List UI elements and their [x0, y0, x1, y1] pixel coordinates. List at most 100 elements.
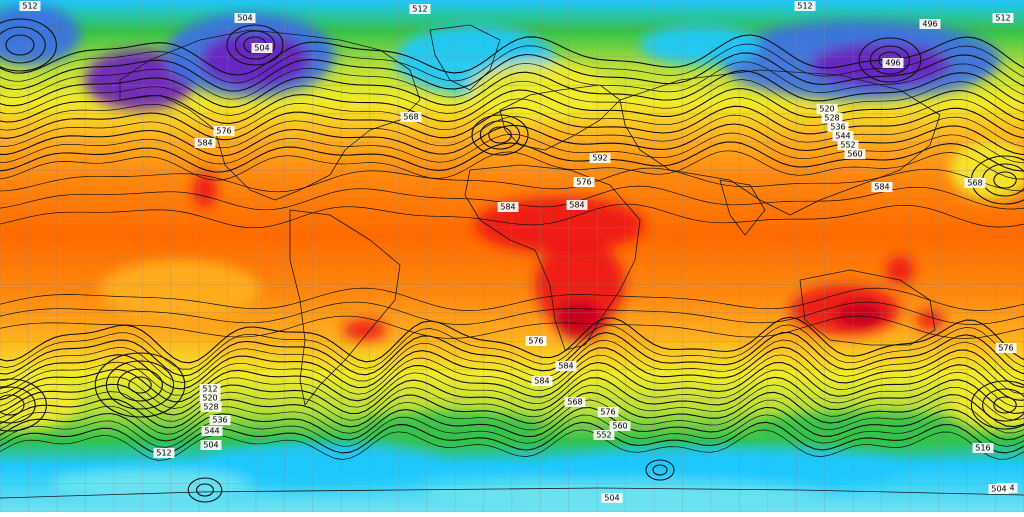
contour-line-south [0, 414, 1024, 448]
contour-label: 576 [573, 177, 595, 187]
contour-label-box [531, 376, 553, 386]
contour-ring-low-north-atlantic [479, 120, 521, 150]
contour-ring-low-antarctic-a [187, 477, 223, 503]
contour-label-text: 584 [558, 362, 573, 371]
contour-ring-low-south-pacific [94, 352, 186, 418]
contour-label-box [821, 113, 843, 123]
contour-label-text: 504 [203, 441, 218, 450]
contour-label-text: 512 [202, 385, 217, 394]
contour-label: 512 [409, 4, 431, 14]
contour-label-box [597, 407, 619, 417]
contour-label-box [816, 104, 838, 114]
contour-label-text: 504 [604, 494, 619, 503]
contour-label: 496 [919, 19, 941, 29]
contour-label: 584 [194, 138, 216, 148]
contour-label-text: 520 [819, 105, 834, 114]
contour-ring-low-west [0, 18, 57, 72]
contour-label-text: 504 [237, 14, 252, 23]
cool-arctic-europe [640, 25, 760, 65]
contour-label-box [589, 153, 611, 163]
contour-label-box [593, 430, 615, 440]
contour-label-text: 584 [197, 139, 212, 148]
contour-label-box [837, 140, 859, 150]
contour-label-box [794, 1, 816, 11]
contour-label: 504 [234, 13, 256, 23]
contour-label-text: 512 [156, 449, 171, 458]
contour-label-box [972, 443, 994, 453]
contour-label-box [199, 393, 221, 403]
coast-india [719, 179, 766, 236]
contour-label-box [525, 336, 547, 346]
contour-label-box [882, 58, 904, 68]
contour-label-box [213, 126, 235, 136]
contour-label: 512 [153, 448, 175, 458]
contour-ring-low-antarctic-b [652, 464, 668, 476]
contour-ring-low-siberia [858, 37, 922, 83]
contour-label-box [964, 178, 986, 188]
contour-line-south [0, 399, 1024, 435]
contour-line-north [0, 105, 1024, 141]
contour-label-text: 576 [216, 127, 231, 136]
contour-line-subtropic-south [0, 287, 1024, 311]
contour-label: 512 [199, 384, 221, 394]
contour-ring-low-south-pacific-edge [0, 394, 25, 416]
contour-line-south [0, 354, 1024, 396]
contour-label-box [194, 138, 216, 148]
contour-label: 512 [794, 1, 816, 11]
contour-label: 544 [201, 426, 223, 436]
contour-ring-low-west [5, 34, 35, 56]
contour-label-text: 512 [22, 2, 37, 11]
contour-label-box [566, 200, 588, 210]
contour-ring-low-antarctic-b [645, 459, 675, 481]
contour-label: 552 [837, 140, 859, 150]
yellow-europe [470, 62, 610, 118]
contour-label: 512 [19, 1, 41, 11]
contour-ring-low-south-pacific-edge [0, 386, 36, 424]
contour-line-north [0, 34, 1024, 76]
yellow-south-east [950, 370, 1024, 430]
contour-label-text: 560 [847, 150, 862, 159]
contour-line-north [0, 150, 1024, 181]
contour-label: 528 [821, 113, 843, 123]
contour-ring-low-south-pacific [105, 360, 175, 410]
contour-ring-high-ne-pacific [993, 171, 1017, 189]
contour-label-text: 568 [967, 179, 982, 188]
coast-europe [499, 84, 621, 151]
contour-line-subtropic-north [0, 167, 1024, 193]
contour-label-text: 504 [991, 485, 1006, 494]
contour-label: 552 [593, 430, 615, 440]
contour-line-north [0, 70, 1024, 108]
contour-label-box [234, 13, 256, 23]
contour-label-text: 592 [592, 154, 607, 163]
cool-southern-ocean-b [540, 448, 900, 492]
contour-label-box [832, 131, 854, 141]
cool-antarctic-a [50, 469, 250, 501]
contour-line-south [0, 429, 1024, 461]
contour-label-box [827, 122, 849, 132]
contour-label: 576 [525, 336, 547, 346]
contour-label-text: 552 [596, 431, 611, 440]
contour-label: 536 [827, 122, 849, 132]
contour-ring-low-south-pacific-edge [0, 378, 47, 432]
contour-label-text: 576 [600, 408, 615, 417]
contour-label-box [992, 13, 1014, 23]
contour-line-north [0, 87, 1024, 125]
contour-label: 584 [566, 200, 588, 210]
contour-label-box [153, 448, 175, 458]
contour-ring-low-se-pacific [982, 388, 1024, 422]
contour-line-south [0, 361, 1024, 403]
contour-label: 504 [601, 493, 623, 503]
hot-core-kalahari [555, 300, 605, 340]
contour-label-box [564, 397, 586, 407]
contour-line-south [0, 391, 1024, 429]
contour-ring-low-siberia [869, 45, 911, 75]
cold-core-canada-inner [200, 32, 310, 88]
contour-label: 584 [531, 376, 553, 386]
contour-line-north [0, 61, 1024, 100]
contour-line-subtropic-south [0, 315, 1024, 339]
contour-label: 576 [213, 126, 235, 136]
contour-label-text: 496 [885, 59, 900, 68]
contour-label: 560 [609, 421, 631, 431]
